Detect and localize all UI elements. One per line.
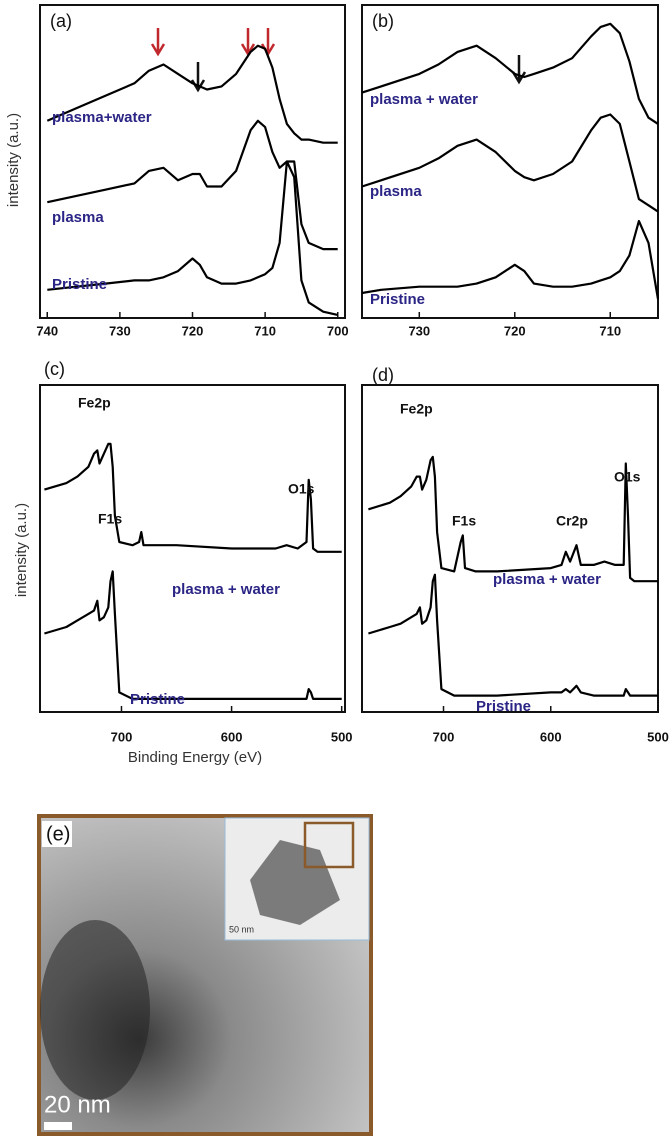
peak-label: Fe2p <box>78 395 111 411</box>
x-tick-label: 700 <box>111 729 133 744</box>
x-tick-label: 720 <box>504 323 526 338</box>
page: (e) 20 nm 50 nm (a) 740 730 720 710 700 intens… <box>0 0 672 1136</box>
tem-panel: (e) 20 nm 50 nm <box>39 816 371 1134</box>
y-axis-label: intensity (a.u.) <box>5 113 22 207</box>
particle <box>40 920 150 1100</box>
x-axis-label: Binding Energy (eV) <box>128 749 262 766</box>
x-tick-label: 730 <box>408 323 430 338</box>
inset-scale-label: 50 nm <box>229 924 254 934</box>
x-tick-label: 600 <box>540 729 562 744</box>
series-label: plasma <box>52 209 104 226</box>
series-label: Pristine <box>370 291 425 308</box>
x-tick-label: 500 <box>647 729 669 744</box>
x-tick-label: 500 <box>331 729 353 744</box>
series-label: plasma + water <box>172 581 280 598</box>
spectrum-line <box>362 24 658 124</box>
peak-label: F1s <box>452 513 476 529</box>
spectrum-line <box>47 46 337 143</box>
plot-frame <box>40 5 345 318</box>
plot-frame <box>362 385 658 712</box>
series-label: plasma + water <box>493 571 601 588</box>
panel-title: (b) <box>372 11 394 31</box>
x-tick-label: 710 <box>599 323 621 338</box>
series-label: Pristine <box>52 276 107 293</box>
peak-label: Fe2p <box>400 401 433 417</box>
series-label: plasma+water <box>52 109 152 126</box>
series-label: Pristine <box>476 698 531 715</box>
peak-label: F1s <box>98 511 122 527</box>
panel-title: (a) <box>50 11 72 31</box>
x-tick-label: 700 <box>433 729 455 744</box>
plot-frame <box>362 5 658 318</box>
arrow <box>262 28 274 54</box>
x-tick-label: 740 <box>36 323 58 338</box>
arrow <box>513 55 525 82</box>
peak-label: Cr2p <box>556 513 588 529</box>
x-tick-label: 600 <box>221 729 243 744</box>
panel-title: (c) <box>44 359 65 379</box>
scale-bar <box>44 1122 72 1130</box>
x-tick-label: 700 <box>327 323 349 338</box>
peak-label: O1s <box>614 469 641 485</box>
panel-title: (d) <box>372 365 394 385</box>
x-tick-label: 730 <box>109 323 131 338</box>
scale-label: 20 nm <box>44 1091 111 1118</box>
spectrum-line <box>44 444 341 552</box>
x-tick-label: 710 <box>254 323 276 338</box>
peak-label: O1s <box>288 481 315 497</box>
series-label: Pristine <box>130 691 185 708</box>
arrows <box>152 28 525 90</box>
figure: (e) 20 nm 50 nm (a) 740 730 720 710 700 intens… <box>0 0 672 1136</box>
x-tick-label: 720 <box>182 323 204 338</box>
spectrum-line <box>368 575 658 696</box>
series-label: plasma <box>370 183 422 200</box>
arrow <box>152 28 164 54</box>
spectrum-line <box>362 221 658 299</box>
series-label: plasma + water <box>370 91 478 108</box>
panel-label: (e) <box>46 823 70 845</box>
y-axis-label: intensity (a.u.) <box>13 503 30 597</box>
